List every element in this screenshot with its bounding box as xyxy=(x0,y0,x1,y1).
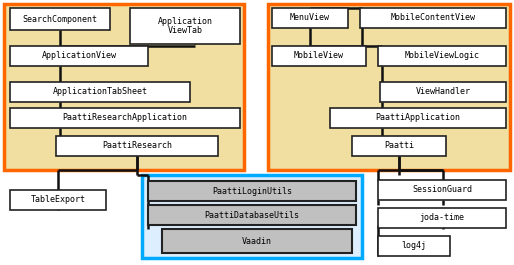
FancyBboxPatch shape xyxy=(268,4,510,170)
FancyBboxPatch shape xyxy=(272,8,348,28)
Text: PaattiResearch: PaattiResearch xyxy=(102,142,172,151)
FancyBboxPatch shape xyxy=(142,175,362,258)
FancyBboxPatch shape xyxy=(148,181,356,201)
FancyBboxPatch shape xyxy=(272,46,366,66)
FancyBboxPatch shape xyxy=(162,229,352,253)
Text: Paatti: Paatti xyxy=(384,142,414,151)
Text: MenuView: MenuView xyxy=(290,14,330,23)
FancyBboxPatch shape xyxy=(378,46,506,66)
FancyBboxPatch shape xyxy=(10,82,190,102)
Text: log4j: log4j xyxy=(401,241,427,250)
Text: SearchComponent: SearchComponent xyxy=(23,15,98,24)
Text: joda-time: joda-time xyxy=(419,214,465,223)
FancyBboxPatch shape xyxy=(10,190,106,210)
Text: PaattiResearchApplication: PaattiResearchApplication xyxy=(63,113,188,122)
Text: Vaadin: Vaadin xyxy=(242,236,272,245)
FancyBboxPatch shape xyxy=(10,8,110,30)
FancyBboxPatch shape xyxy=(360,8,506,28)
FancyBboxPatch shape xyxy=(4,4,244,170)
FancyBboxPatch shape xyxy=(378,180,506,200)
Text: Application
ViewTab: Application ViewTab xyxy=(157,17,212,35)
Text: TableExport: TableExport xyxy=(30,196,85,205)
Text: MobileContentView: MobileContentView xyxy=(391,14,475,23)
Text: MobileView: MobileView xyxy=(294,51,344,60)
FancyBboxPatch shape xyxy=(130,8,240,44)
FancyBboxPatch shape xyxy=(352,136,446,156)
FancyBboxPatch shape xyxy=(10,46,148,66)
FancyBboxPatch shape xyxy=(148,205,356,225)
Text: PaattiDatabaseUtils: PaattiDatabaseUtils xyxy=(205,210,300,219)
Text: ApplicationTabSheet: ApplicationTabSheet xyxy=(52,87,148,96)
Text: PaattiApplication: PaattiApplication xyxy=(376,113,461,122)
Text: MobileViewLogic: MobileViewLogic xyxy=(405,51,480,60)
FancyBboxPatch shape xyxy=(10,108,240,128)
Text: PaattiLoginUtils: PaattiLoginUtils xyxy=(212,187,292,196)
Text: ApplicationView: ApplicationView xyxy=(42,51,117,60)
FancyBboxPatch shape xyxy=(378,208,506,228)
Text: SessionGuard: SessionGuard xyxy=(412,186,472,195)
Text: ViewHandler: ViewHandler xyxy=(415,87,470,96)
FancyBboxPatch shape xyxy=(330,108,506,128)
FancyBboxPatch shape xyxy=(56,136,218,156)
FancyBboxPatch shape xyxy=(380,82,506,102)
FancyBboxPatch shape xyxy=(378,236,450,256)
